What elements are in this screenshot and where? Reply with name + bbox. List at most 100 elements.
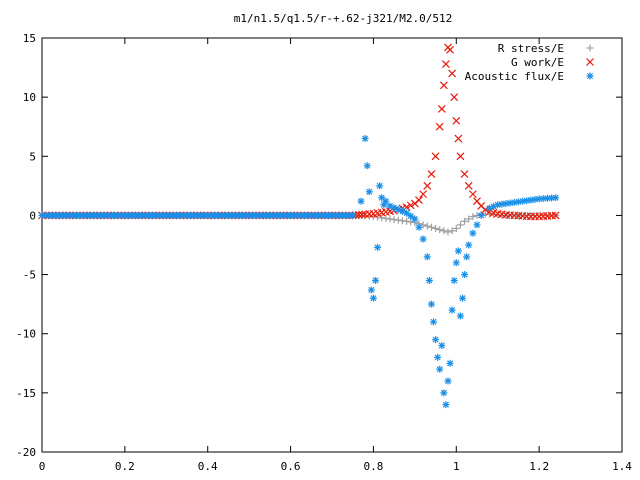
data-point xyxy=(469,229,477,237)
plot-border xyxy=(41,37,623,453)
y-tick-label: -15 xyxy=(16,387,36,400)
data-point xyxy=(357,197,365,205)
data-point xyxy=(372,276,379,284)
data-point xyxy=(427,300,435,308)
data-point xyxy=(434,353,442,361)
legend-marker xyxy=(586,44,594,52)
data-point xyxy=(423,253,431,261)
marks-layer xyxy=(38,43,560,409)
x-tick-label: 0.8 xyxy=(363,460,383,473)
data-point xyxy=(464,181,473,190)
data-point xyxy=(459,294,466,302)
data-point xyxy=(461,217,469,225)
data-point xyxy=(425,276,433,284)
data-point xyxy=(367,286,375,294)
data-point xyxy=(349,211,357,219)
data-point-interp xyxy=(406,201,415,210)
data-point xyxy=(454,247,462,255)
legend-marker xyxy=(586,58,594,66)
data-point xyxy=(448,306,456,314)
data-point xyxy=(369,294,377,302)
data-point xyxy=(452,224,460,232)
data-point xyxy=(419,235,427,243)
data-point xyxy=(403,209,411,217)
data-point xyxy=(552,194,560,202)
data-point xyxy=(461,271,469,279)
data-point xyxy=(380,201,388,209)
x-tick-label: 0 xyxy=(39,460,46,473)
data-point xyxy=(427,223,435,231)
data-point xyxy=(456,152,465,161)
data-point xyxy=(440,227,448,235)
data-point-interp xyxy=(432,224,440,232)
data-point xyxy=(440,389,448,397)
data-point xyxy=(376,182,384,190)
data-point xyxy=(431,152,440,161)
data-point xyxy=(460,170,469,178)
data-point xyxy=(415,196,423,204)
data-point xyxy=(439,81,448,90)
data-point xyxy=(448,227,456,235)
x-tick-label: 0.6 xyxy=(281,460,301,473)
data-point xyxy=(463,253,471,261)
data-point xyxy=(438,342,446,350)
y-tick-label: -5 xyxy=(23,269,36,282)
data-point xyxy=(430,318,437,326)
data-point xyxy=(456,312,464,320)
data-point xyxy=(450,93,459,102)
data-point xyxy=(423,181,432,190)
data-point xyxy=(442,401,450,409)
y-tick-label: -20 xyxy=(16,446,36,459)
x-tick-label: 1.2 xyxy=(529,460,549,473)
legend-marker xyxy=(586,72,594,80)
data-point xyxy=(415,223,423,231)
data-point xyxy=(427,170,436,178)
data-point xyxy=(363,162,371,170)
data-point xyxy=(469,213,477,221)
data-point xyxy=(365,188,373,196)
x-tick-label: 1.4 xyxy=(612,460,632,473)
legend-label: Acoustic flux/E xyxy=(465,70,564,83)
y-tick-label: 0 xyxy=(29,209,36,222)
legend-label: G work/E xyxy=(511,56,564,69)
data-point xyxy=(436,365,444,373)
data-point-interp xyxy=(358,210,366,219)
data-point xyxy=(444,377,452,385)
x-tick-label: 0.2 xyxy=(115,460,135,473)
data-point xyxy=(382,197,390,205)
data-point xyxy=(442,60,450,68)
data-point-interp xyxy=(423,222,431,230)
data-point-interp xyxy=(355,210,363,219)
data-point xyxy=(452,116,461,125)
data-point xyxy=(419,190,428,199)
data-point xyxy=(454,134,463,143)
x-tick-label: 0.4 xyxy=(198,460,218,473)
y-tick-label: 5 xyxy=(29,150,36,163)
series-2 xyxy=(38,135,560,409)
y-tick-label: 15 xyxy=(23,32,36,45)
data-point xyxy=(473,221,481,229)
data-point xyxy=(436,226,444,234)
data-point xyxy=(450,276,458,284)
data-point xyxy=(551,211,560,220)
data-point xyxy=(446,359,454,367)
data-point xyxy=(411,215,419,223)
data-point xyxy=(374,243,382,251)
data-point xyxy=(465,215,473,223)
x-tick-label: 1 xyxy=(453,460,460,473)
axes-layer: 0 0.2 0.4 0.6 0.8 1 1.2 1.4 -20 -15 -10 -5 0 5 10 15 xyxy=(16,32,632,473)
data-point xyxy=(448,69,457,78)
data-point xyxy=(477,211,485,219)
legend-label: R stress/E xyxy=(498,42,564,55)
data-point-interp xyxy=(407,212,415,220)
data-point xyxy=(456,221,464,229)
y-tick-label: -10 xyxy=(16,328,36,341)
data-point xyxy=(435,122,444,131)
data-point xyxy=(465,241,473,249)
data-point xyxy=(361,135,369,143)
data-point xyxy=(452,259,460,267)
data-point xyxy=(432,336,440,344)
data-point xyxy=(437,105,446,113)
